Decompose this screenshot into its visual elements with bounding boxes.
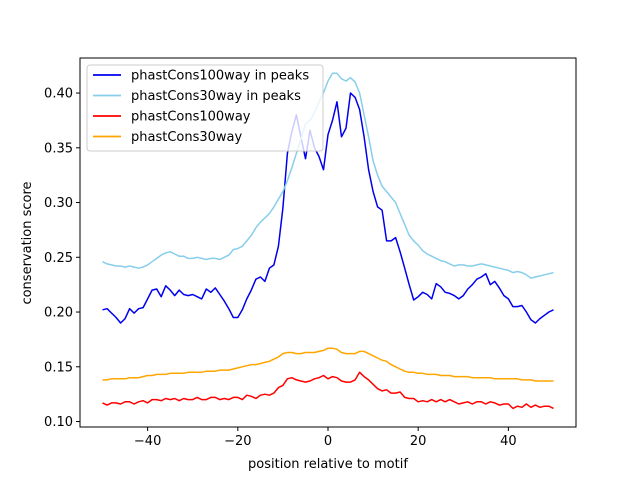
y-axis: 0.10 0.15 0.20 0.25 0.30 0.35 0.40 — [44, 87, 80, 430]
series-line-1 — [102, 92, 554, 324]
x-tick-label: −40 — [134, 434, 161, 449]
x-tick-label: 0 — [324, 434, 332, 449]
legend: phastCons100way in peaks phastCons30way i… — [86, 64, 324, 152]
x-tick-label: 40 — [500, 434, 517, 449]
y-tick-label: 0.30 — [44, 196, 73, 211]
legend-label: phastCons30way in peaks — [131, 89, 301, 104]
y-axis-label: conservation score — [20, 181, 35, 304]
series-line-2 — [102, 72, 554, 279]
y-tick-label: 0.15 — [44, 360, 73, 375]
legend-label: phastCons100way — [131, 110, 251, 125]
x-axis-label: position relative to motif — [248, 457, 408, 472]
y-tick-label: 0.25 — [44, 251, 73, 266]
legend-label: phastCons100way in peaks — [131, 69, 309, 84]
x-axis: −40 −20 0 20 40 — [134, 427, 517, 449]
y-tick-label: 0.40 — [44, 87, 73, 102]
y-tick-label: 0.10 — [44, 415, 73, 430]
series-line-3 — [102, 371, 554, 410]
series-layer — [102, 72, 554, 410]
series-line-4 — [102, 347, 554, 382]
legend-label: phastCons30way — [131, 130, 243, 145]
y-tick-label: 0.20 — [44, 306, 73, 321]
x-tick-label: 20 — [410, 434, 427, 449]
legend-box — [86, 64, 324, 152]
y-tick-label: 0.35 — [44, 141, 73, 156]
x-tick-label: −20 — [224, 434, 251, 449]
